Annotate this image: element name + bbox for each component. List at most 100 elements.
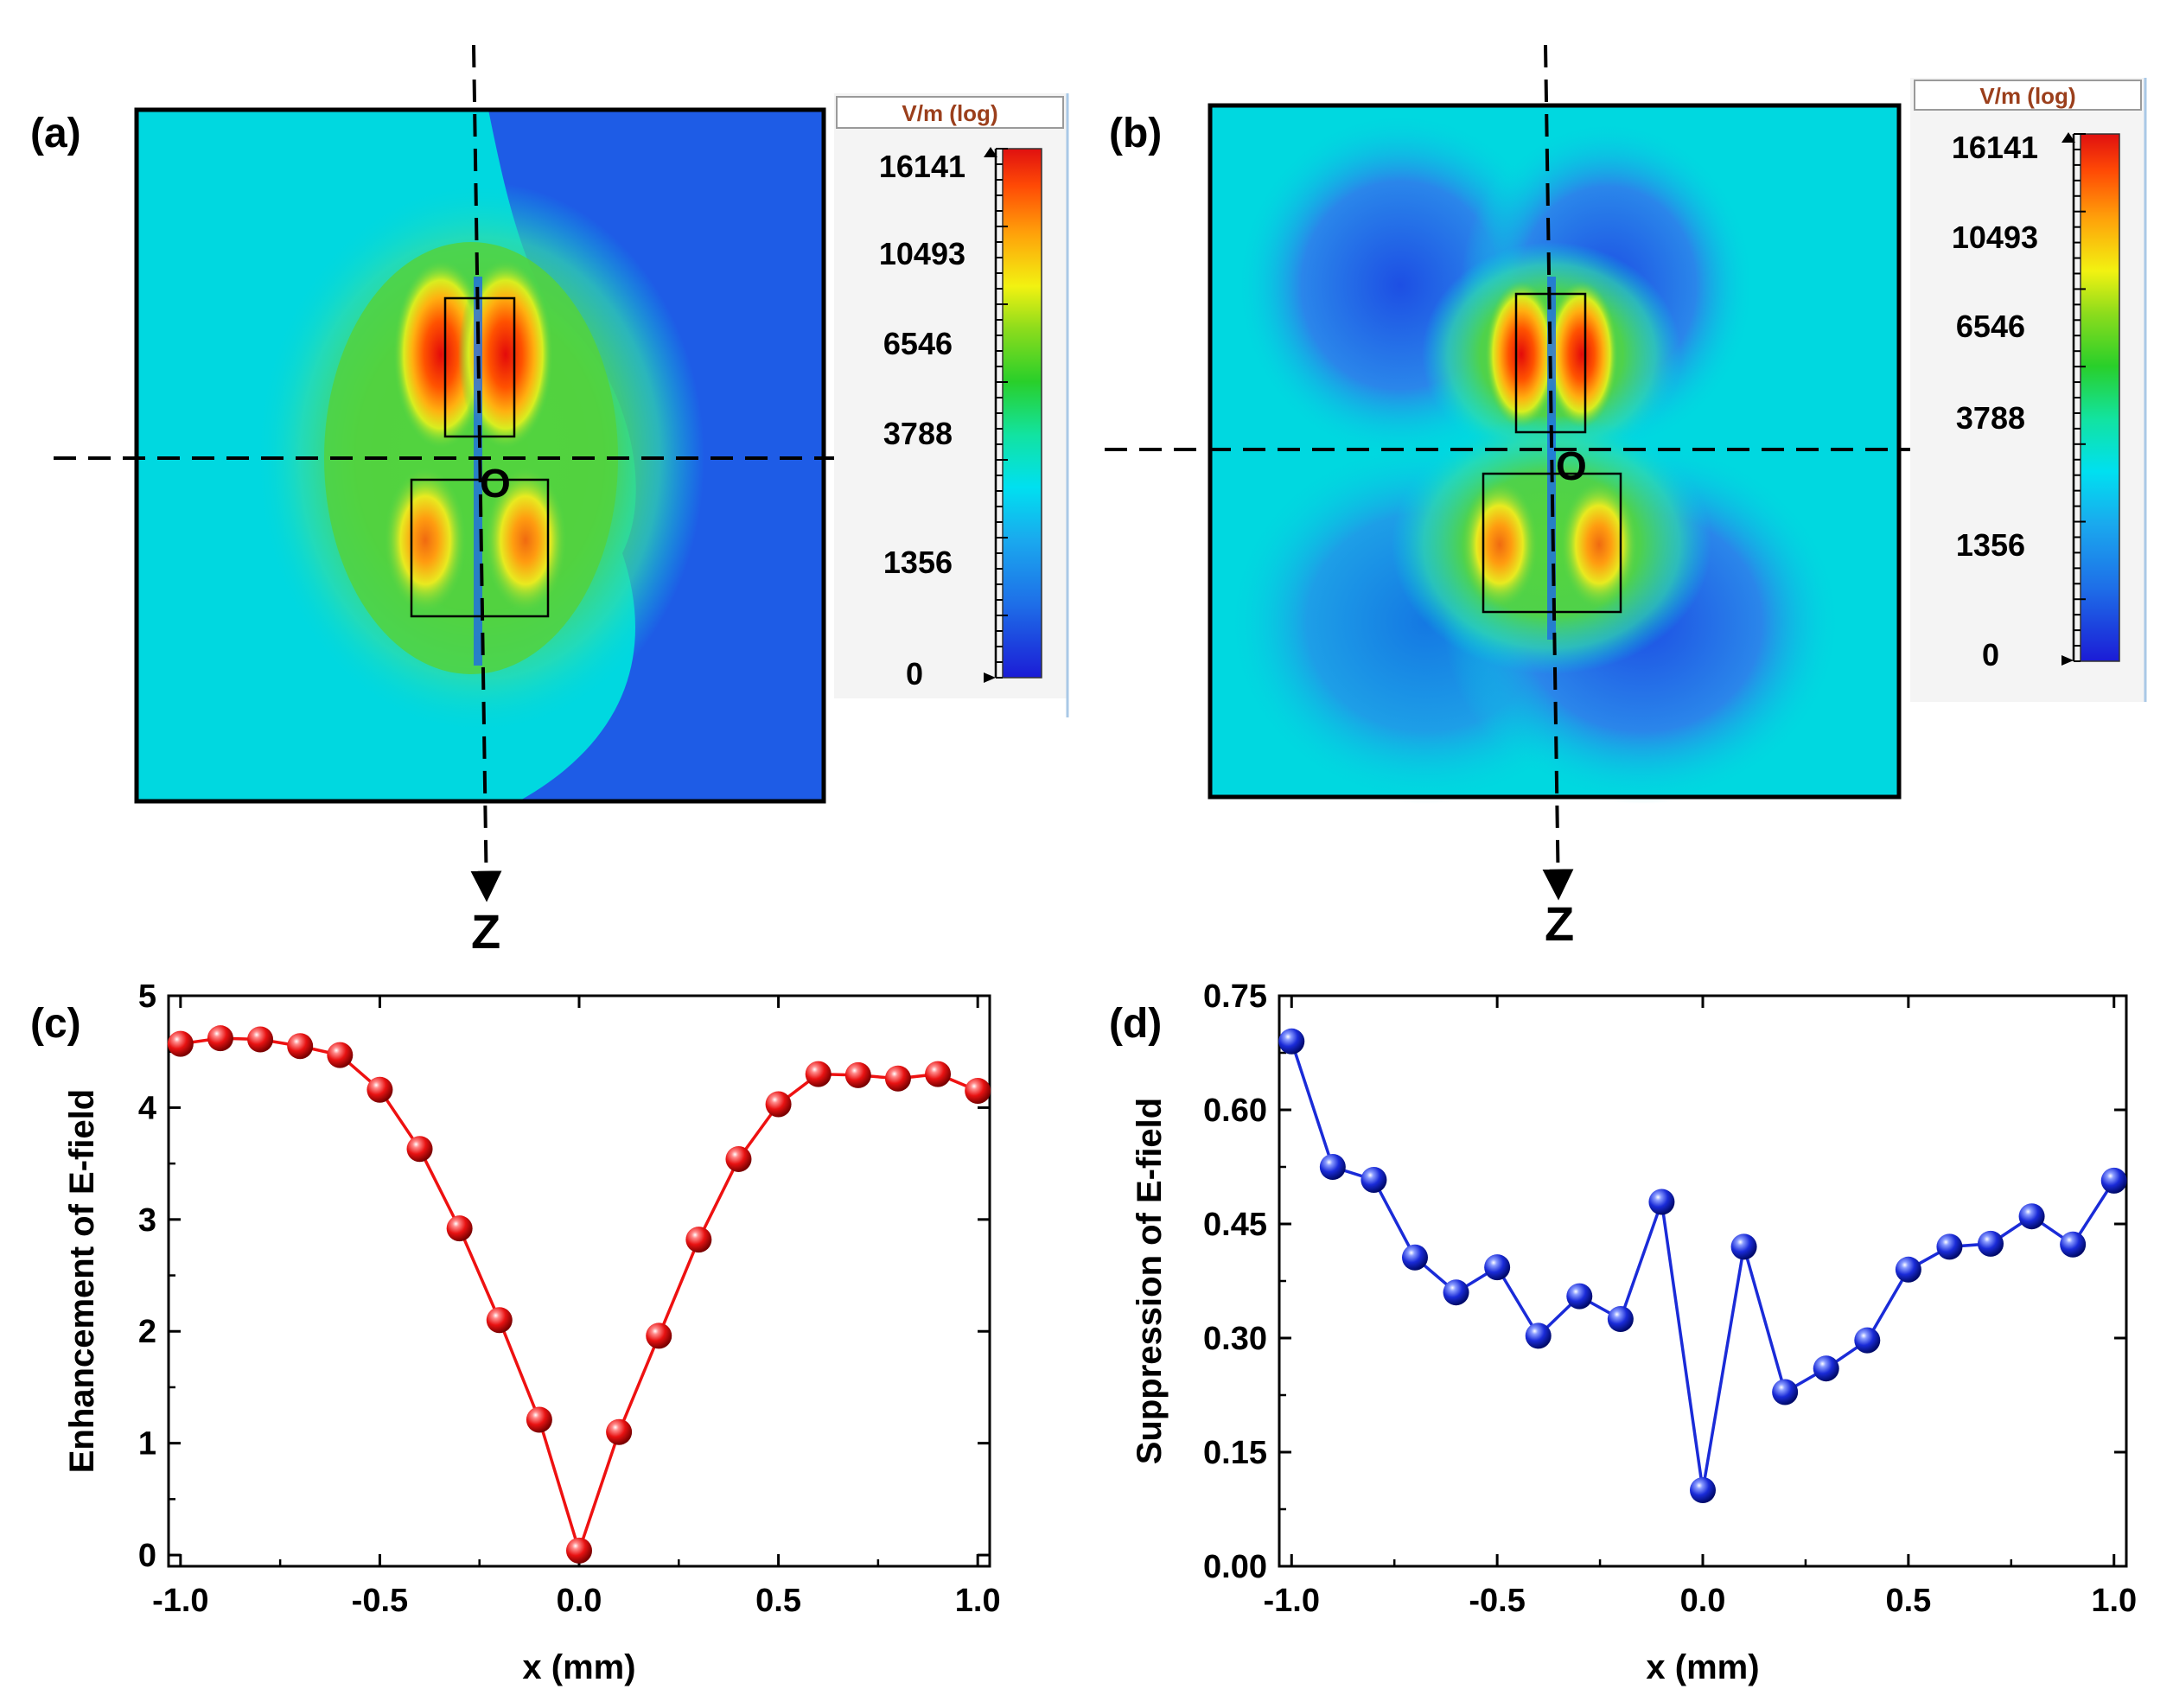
- data-point: [1936, 1233, 1963, 1260]
- data-point: [1813, 1355, 1839, 1382]
- y-tick-label: 1: [138, 1426, 156, 1463]
- data-point: [965, 1078, 991, 1104]
- colorbar-max-arrow: [2061, 132, 2075, 143]
- y-tick-label: 4: [138, 1090, 156, 1126]
- panel-b: (b) O X Z V/m (log): [1105, 44, 2147, 951]
- data-point: [1854, 1327, 1881, 1354]
- z-axis-arrow: [470, 44, 502, 902]
- data-point: [685, 1227, 712, 1253]
- y-tick-label: 5: [138, 978, 156, 1015]
- colorbar-gradient: [2080, 133, 2120, 662]
- panel-label-c: (c): [30, 1001, 81, 1047]
- data-point: [1895, 1256, 1921, 1283]
- colorbar-tick-label: 0: [1982, 637, 1999, 672]
- colorbar-tick-label: 0: [906, 656, 923, 691]
- data-point: [884, 1065, 911, 1092]
- data-point: [1690, 1477, 1716, 1503]
- y-tick-label: 0.15: [1203, 1435, 1267, 1471]
- colorbar-unit: V/m (log): [1979, 83, 2075, 109]
- data-point: [486, 1307, 513, 1334]
- colorbar-tick-label: 1356: [883, 545, 953, 580]
- data-point: [1772, 1379, 1799, 1405]
- colorbar-unit-box: [836, 96, 1064, 129]
- colorbar-unit-box: [1914, 80, 2142, 111]
- field-map-a: [134, 107, 826, 804]
- x-axis-title: x (mm): [1646, 1648, 1759, 1686]
- colorbar-minor-ticks: [2074, 133, 2086, 662]
- data-point: [406, 1136, 433, 1163]
- data-point: [925, 1061, 952, 1087]
- data-point: [844, 1061, 871, 1088]
- data-point: [2018, 1203, 2045, 1230]
- data-point: [805, 1061, 832, 1087]
- chart-c: -1.0 -0.5 0.0 0.5 1.0 0 1 2 3 4 5 x (mm) Enhancement…: [63, 978, 1001, 1686]
- y-axis-title: Suppression of E-field: [1131, 1098, 1169, 1464]
- data-point: [446, 1215, 473, 1242]
- field-map-a-hotspot: [484, 467, 567, 614]
- data-point: [646, 1322, 672, 1349]
- field-map-a-node: [474, 277, 482, 666]
- data-point: [725, 1145, 752, 1172]
- panel-label-d: (d): [1109, 1001, 1162, 1047]
- colorbar-tick-label: 6546: [883, 326, 953, 361]
- colorbar-min-arrow: [2061, 655, 2074, 666]
- colorbar-minor-ticks: [996, 148, 1008, 679]
- field-map-a-hotspot: [458, 259, 553, 449]
- colorbar-max-arrow: [984, 147, 997, 157]
- colorbar-tick-label: 3788: [883, 416, 953, 451]
- data-point: [1443, 1279, 1469, 1306]
- x-tick-label: 1.0: [2091, 1583, 2137, 1619]
- panel-label-b: (b): [1109, 111, 1162, 156]
- data-point: [2060, 1231, 2087, 1258]
- colorbar-gradient: [1002, 148, 1042, 679]
- data-point: [366, 1076, 393, 1103]
- data-point: [1484, 1254, 1511, 1281]
- z-axis-arrow: [1542, 44, 1574, 901]
- x-tick-label: -1.0: [152, 1583, 208, 1619]
- data-point: [1401, 1244, 1428, 1271]
- y-tick-label: 2: [138, 1314, 156, 1350]
- data-point: [1730, 1233, 1757, 1260]
- series-line: [180, 1036, 978, 1556]
- x-tick-label: 0.0: [1680, 1583, 1726, 1619]
- colorbar-tick-label: 16141: [879, 149, 965, 184]
- z-axis-label: Z: [1545, 896, 1574, 951]
- field-map-b-hotspot: [1461, 480, 1539, 609]
- y-tick-label: 3: [138, 1202, 156, 1239]
- colorbar-tick-label: 6546: [1956, 309, 2025, 344]
- data-point: [1566, 1283, 1593, 1310]
- x-tick-label: 0.5: [1885, 1583, 1931, 1619]
- chart-d: -1.0 -0.5 0.0 0.5 1.0 0.00 0.15 0.30 0.45 0.60 0.7…: [1131, 978, 2137, 1686]
- z-axis-label: Z: [471, 904, 500, 959]
- x-tick-label: -1.0: [1264, 1583, 1320, 1619]
- panel-d: (d) -1.0 -0.5 0.0 0.5 1.0 0.00 0.15 0.30 0.45 0.6…: [1109, 978, 2137, 1686]
- field-map-b: [1208, 103, 1902, 804]
- colorbar-tick-label: 3788: [1956, 400, 2025, 436]
- y-tick-label: 0.45: [1203, 1207, 1267, 1243]
- data-point: [247, 1026, 274, 1053]
- origin-label: O: [480, 461, 511, 506]
- panel-a: (a) O X Z V/m (log): [30, 44, 1069, 959]
- origin-label: O: [1556, 443, 1587, 488]
- y-tick-label: 0.75: [1203, 978, 1267, 1015]
- data-point: [1319, 1154, 1346, 1180]
- panel-c: (c) -1.0 -0.5 0.0 0.5 1.0 0 1 2 3 4 5 x (mm) Enhance…: [30, 978, 1001, 1686]
- field-map-b-hotspot: [1545, 281, 1618, 428]
- x-tick-label: 0.0: [557, 1583, 602, 1619]
- data-point: [566, 1537, 592, 1564]
- colorbar-tick-label: 1356: [1956, 527, 2025, 563]
- data-point: [1361, 1166, 1387, 1193]
- field-map-a-hotspot: [384, 467, 467, 614]
- y-tick-label: 0.00: [1203, 1549, 1267, 1585]
- colorbar-b: V/m (log) 16141 10493 6546 3788 1356 0: [1910, 78, 2147, 702]
- x-tick-label: 0.5: [755, 1583, 801, 1619]
- colorbar-tick-label: 16141: [1952, 130, 2038, 165]
- data-point: [606, 1418, 633, 1445]
- data-point: [1648, 1189, 1675, 1215]
- data-point: [207, 1025, 233, 1052]
- y-tick-label: 0.60: [1203, 1093, 1267, 1129]
- y-tick-label: 0.30: [1203, 1321, 1267, 1357]
- data-point: [526, 1406, 552, 1433]
- data-point: [287, 1033, 314, 1060]
